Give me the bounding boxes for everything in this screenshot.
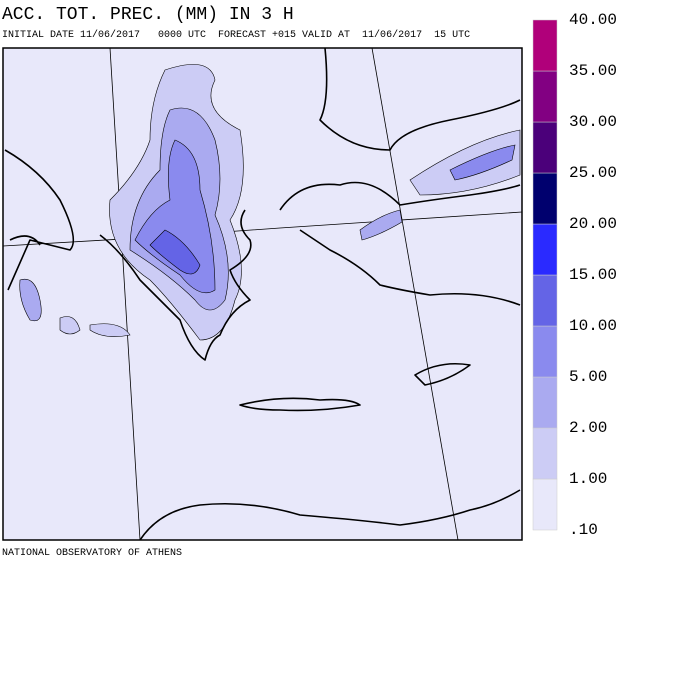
- colorbar-box: [532, 478, 558, 531]
- colorbar-box: [532, 376, 558, 429]
- colorbar: .10 1.00 2.00 5.00 10.00 15.00 20.00 25.00 30.00…: [532, 11, 617, 539]
- title: ACC. TOT. PREC. (MM) IN 3 H: [2, 5, 294, 25]
- colorbar-label: 10.00: [569, 317, 617, 335]
- colorbar-box: [532, 274, 558, 327]
- colorbar-box: [532, 121, 558, 174]
- map: [2, 47, 523, 541]
- colorbar-label: 1.00: [569, 470, 607, 488]
- colorbar-label: 5.00: [569, 368, 607, 386]
- colorbar-box: [532, 19, 558, 72]
- precipitation: [19, 64, 521, 341]
- colorbar-box: [532, 172, 558, 225]
- colorbar-label: .10: [569, 521, 598, 539]
- colorbar-label: 40.00: [569, 11, 617, 29]
- colorbar-box: [532, 223, 558, 276]
- colorbar-box: [532, 427, 558, 480]
- colorbar-label: 15.00: [569, 266, 617, 284]
- colorbar-label: 35.00: [569, 62, 617, 80]
- colorbar-box: [532, 325, 558, 378]
- colorbar-label: 30.00: [569, 113, 617, 131]
- colorbar-box: [532, 70, 558, 123]
- subtitle: INITIAL DATE 11/06/2017 0000 UTC FORECAS…: [2, 29, 470, 41]
- colorbar-label: 20.00: [569, 215, 617, 233]
- colorbar-label: 25.00: [569, 164, 617, 182]
- footer: NATIONAL OBSERVATORY OF ATHENS: [2, 548, 182, 559]
- colorbar-label: 2.00: [569, 419, 607, 437]
